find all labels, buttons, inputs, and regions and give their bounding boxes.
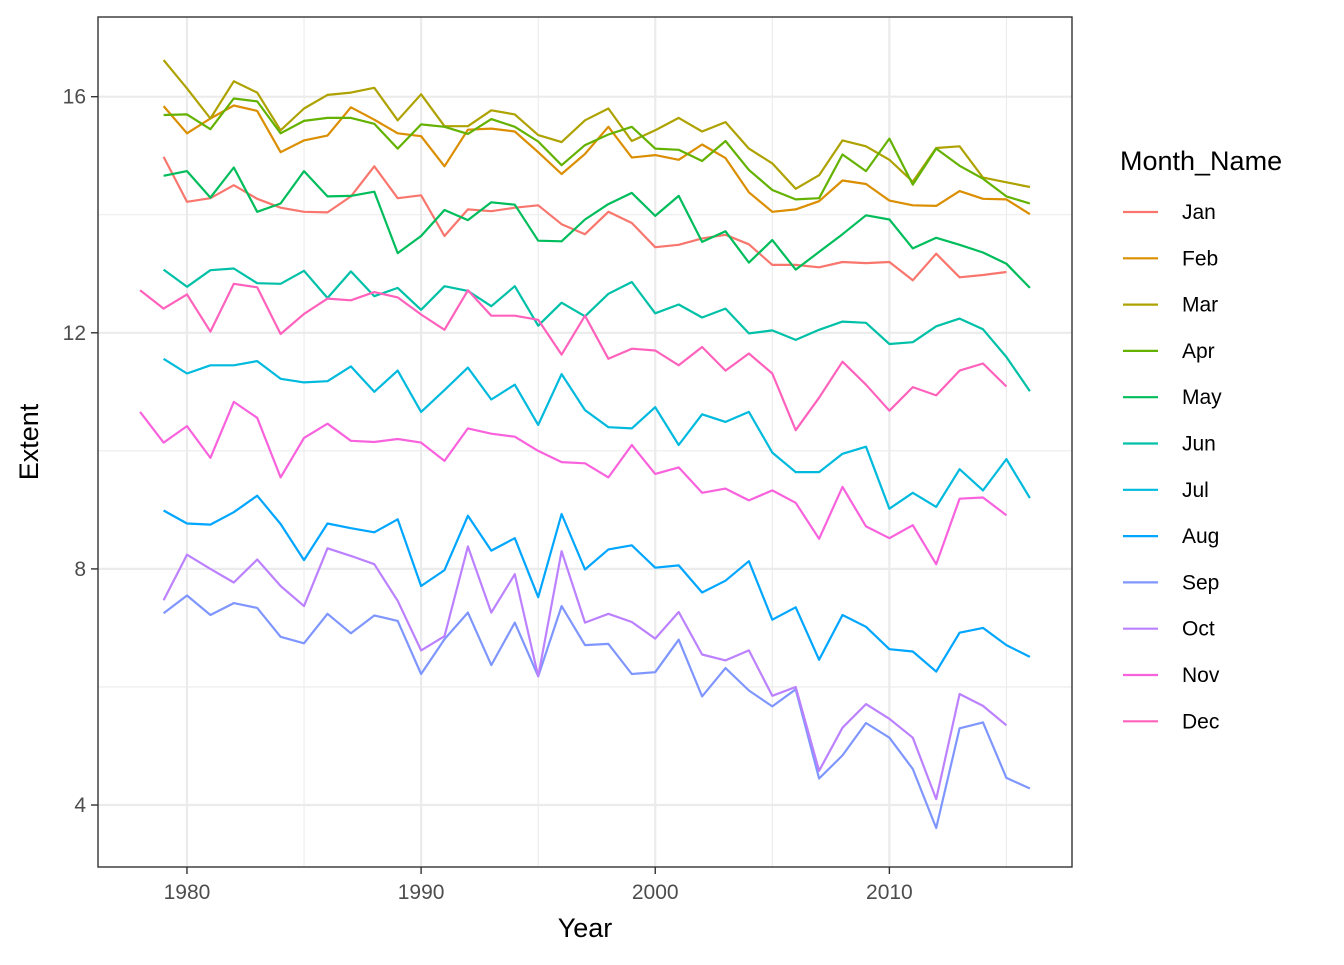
series-line-oct <box>162 545 1008 801</box>
ticks-layer: 1980 1990 2000 2010 4 8 12 16 <box>63 86 913 904</box>
legend-label-feb: Feb <box>1182 247 1218 270</box>
legend-item-mar: Mar <box>1123 294 1218 317</box>
legend-item-feb: Feb <box>1123 247 1218 270</box>
legend-label-mar: Mar <box>1182 294 1218 317</box>
legend-label-jul: Jul <box>1182 479 1209 502</box>
legend-title: Month_Name <box>1120 146 1282 176</box>
legend-item-oct: Oct <box>1123 618 1215 641</box>
legend-label-oct: Oct <box>1182 618 1215 641</box>
legend-item-apr: Apr <box>1123 340 1215 363</box>
series-line-may <box>163 166 1031 289</box>
legend-label-aug: Aug <box>1182 525 1219 548</box>
series-line-mar <box>162 59 1031 190</box>
y-tick-label: 4 <box>74 794 86 817</box>
y-tick-label: 12 <box>63 322 86 345</box>
legend-item-jul: Jul <box>1123 479 1209 502</box>
series-line-nov <box>139 400 1008 566</box>
legend-label-jan: Jan <box>1182 201 1216 224</box>
x-tick-label: 2000 <box>632 881 679 904</box>
legend-item-jun: Jun <box>1123 433 1216 456</box>
legend-item-dec: Dec <box>1123 710 1219 733</box>
legend: Month_Name Jan Feb Mar Apr May Jun Jul Aug Sep Oc… <box>1120 146 1282 733</box>
legend-item-jan: Jan <box>1123 201 1216 224</box>
legend-label-jun: Jun <box>1182 433 1216 456</box>
x-tick-label: 1990 <box>398 881 445 904</box>
legend-item-nov: Nov <box>1123 664 1220 687</box>
x-tick-label: 2010 <box>866 881 913 904</box>
legend-item-aug: Aug <box>1123 525 1219 548</box>
series-line-jan <box>162 156 1007 282</box>
legend-item-sep: Sep <box>1123 571 1219 594</box>
series-line-aug <box>163 494 1031 673</box>
series-layer <box>139 59 1031 830</box>
series-line-jun <box>162 267 1031 392</box>
legend-label-sep: Sep <box>1182 571 1219 594</box>
legend-label-apr: Apr <box>1182 340 1215 363</box>
y-axis-title: Extent <box>14 403 44 480</box>
panel-border <box>97 16 1073 868</box>
x-tick-label: 1980 <box>164 881 211 904</box>
y-tick-label: 8 <box>74 558 86 581</box>
x-axis-title: Year <box>558 913 613 943</box>
legend-label-nov: Nov <box>1182 664 1220 687</box>
series-line-apr <box>163 97 1031 205</box>
series-line-sep <box>162 594 1031 830</box>
y-tick-label: 16 <box>63 86 86 109</box>
legend-label-dec: Dec <box>1182 710 1219 733</box>
series-line-dec <box>139 282 1008 432</box>
legend-item-may: May <box>1123 386 1222 409</box>
legend-label-may: May <box>1182 386 1222 409</box>
legend-items: Jan Feb Mar Apr May Jun Jul Aug Sep Oct Nov Dec <box>1123 201 1222 733</box>
series-line-jul <box>163 357 1031 510</box>
